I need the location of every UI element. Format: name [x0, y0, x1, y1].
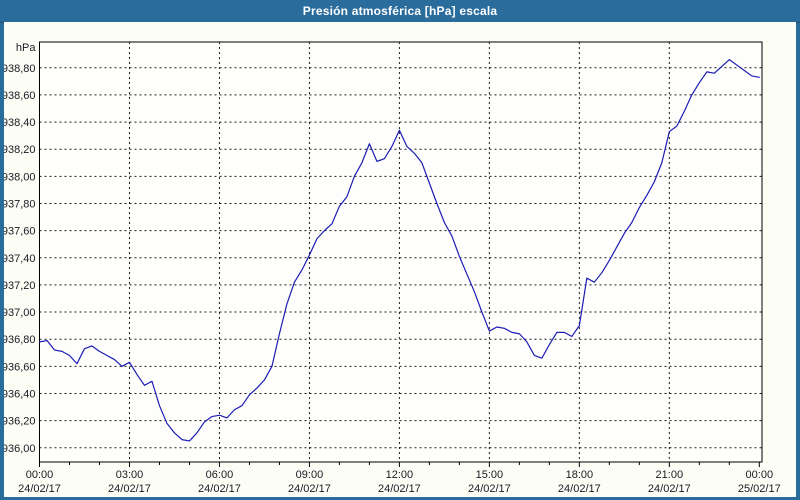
plot-area — [39, 42, 762, 462]
x-tick-date-label: 24/02/17 — [378, 483, 421, 495]
x-tick-time-label: 00:00 — [746, 469, 774, 481]
y-tick-label: 938,60 — [4, 90, 36, 102]
y-tick-label: 938,20 — [4, 144, 36, 156]
x-tick-time-label: 21:00 — [656, 469, 684, 481]
y-tick-label: 936,40 — [4, 388, 36, 400]
x-tick-date-label: 24/02/17 — [18, 483, 61, 495]
x-tick-date-label: 24/02/17 — [558, 483, 601, 495]
plot-border — [39, 41, 763, 463]
chart-title: Presión atmosférica [hPa] escala — [302, 4, 498, 18]
y-tick-label: 936,60 — [4, 361, 36, 373]
x-tick-time-label: 12:00 — [386, 469, 414, 481]
x-tick-date-label: 24/02/17 — [288, 483, 331, 495]
y-tick-label: 937,80 — [4, 198, 36, 210]
x-tick-date-label: 25/02/17 — [738, 483, 781, 495]
y-tick-label: 937,00 — [4, 307, 36, 319]
x-tick-time-label: 15:00 — [476, 469, 504, 481]
y-tick-label: 938,80 — [4, 63, 36, 75]
x-tick-date-label: 24/02/17 — [468, 483, 511, 495]
x-tick-time-label: 00:00 — [26, 469, 54, 481]
y-tick-label: 938,00 — [4, 171, 36, 183]
x-tick-date-label: 24/02/17 — [108, 483, 151, 495]
x-tick-time-label: 18:00 — [566, 469, 594, 481]
y-tick-label: 937,20 — [4, 280, 36, 292]
x-tick-date-label: 24/02/17 — [198, 483, 241, 495]
chart-title-bar: Presión atmosférica [hPa] escala — [0, 0, 800, 23]
y-tick-label: 937,40 — [4, 253, 36, 265]
x-tick-date-label: 24/02/17 — [648, 483, 691, 495]
pressure-series-line — [38, 59, 760, 442]
y-tick-label: 936,80 — [4, 334, 36, 346]
y-tick-label: 937,60 — [4, 226, 36, 238]
x-tick-time-label: 09:00 — [296, 469, 324, 481]
x-tick-time-label: 03:00 — [116, 469, 144, 481]
chart-surface: 936,00 936,20 936,40 936,60 936,80 937,00 937,… — [4, 22, 796, 497]
y-tick-label: 938,40 — [4, 117, 36, 129]
y-axis-unit-label: hPa — [16, 42, 36, 54]
pressure-line-chart: 936,00 936,20 936,40 936,60 936,80 937,00 937,… — [4, 22, 796, 497]
x-tick-time-label: 06:00 — [206, 469, 234, 481]
y-tick-label: 936,00 — [4, 443, 36, 455]
y-tick-label: 936,20 — [4, 416, 36, 428]
